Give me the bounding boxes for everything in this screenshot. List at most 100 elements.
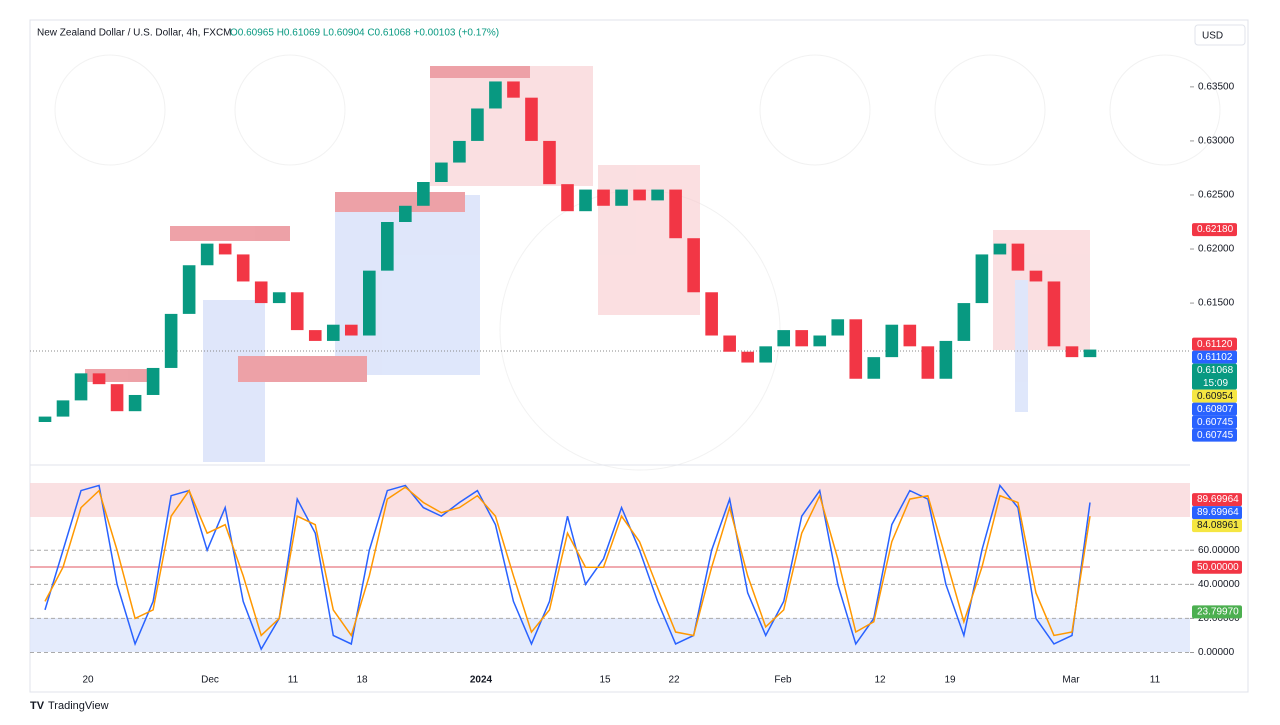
candle (218, 243, 232, 255)
candle (651, 189, 664, 201)
candle (759, 346, 772, 363)
y-tick-label: 0.62000 (1198, 244, 1235, 255)
y-tick-label: 0.63000 (1198, 136, 1235, 147)
candle (867, 357, 881, 379)
candle (236, 254, 250, 282)
x-tick-label: 15 (599, 675, 611, 686)
ohlc: O0.60965 H0.61069 L0.60904 C0.61068 +0.0… (230, 28, 499, 39)
value-badge (1192, 605, 1242, 619)
candle (777, 330, 791, 347)
price-badge (1192, 402, 1237, 416)
candle (561, 184, 574, 212)
candle (705, 292, 718, 336)
candle (849, 319, 863, 379)
value-badge-label: 84.08961 (1197, 520, 1239, 531)
oscillator-line (44, 486, 1091, 638)
price-badge (1192, 363, 1237, 390)
candle (921, 346, 935, 379)
value-badge-label: 89.69964 (1197, 507, 1239, 518)
candle (831, 319, 845, 336)
value-badge (1192, 519, 1242, 533)
price-badge-label: 0.60745 (1197, 430, 1234, 441)
candle (344, 324, 358, 336)
x-tick-label: 11 (1150, 675, 1161, 686)
value-badge (1192, 506, 1242, 520)
price-badge (1192, 428, 1237, 442)
candle (597, 189, 610, 206)
candle (164, 313, 178, 368)
candle (813, 335, 827, 347)
candle (903, 324, 917, 347)
candle (110, 384, 124, 412)
y-tick-label: 0.63500 (1198, 82, 1235, 93)
price-badge (1192, 337, 1237, 351)
currency[interactable]: USD (1202, 31, 1223, 42)
candle (741, 351, 754, 363)
candle (182, 265, 196, 314)
candle (435, 162, 448, 182)
price-badge-time: 15:09 (1203, 378, 1228, 389)
candle (687, 238, 700, 293)
y-tick-label: 40.00000 (1198, 579, 1240, 590)
candle (272, 292, 286, 304)
value-badge-label: 23.79970 (1197, 607, 1239, 618)
candle (290, 292, 304, 331)
candle (1029, 270, 1043, 282)
candle (723, 335, 736, 352)
candle (381, 222, 394, 271)
currency-button[interactable] (1194, 24, 1246, 46)
candle (489, 81, 502, 109)
price-badge (1192, 223, 1237, 237)
candle (453, 140, 466, 163)
price-badge-label: 0.60954 (1197, 391, 1234, 402)
x-tick-label: 19 (944, 675, 956, 686)
candle (669, 189, 682, 239)
candle (957, 303, 971, 341)
candle (326, 324, 340, 341)
x-tick-label: Feb (774, 675, 792, 686)
candle (543, 140, 556, 185)
value-badge (1192, 493, 1242, 507)
overbought-band (30, 483, 1190, 517)
x-tick-label: Dec (201, 675, 219, 686)
y-tick-label: 60.00000 (1198, 545, 1240, 556)
candle (200, 243, 214, 266)
oscillator-line (44, 483, 1091, 651)
candle (579, 189, 592, 212)
symbol: New Zealand Dollar / U.S. Dollar, 4h, FX… (37, 28, 232, 39)
candle (975, 254, 989, 304)
price-badge-label: 0.61120 (1197, 339, 1233, 350)
value-badge-label: 50.00000 (1197, 562, 1239, 573)
candle (615, 189, 628, 206)
price-badge-label: 0.60745 (1197, 417, 1234, 428)
candle (525, 97, 538, 141)
x-tick-label: Mar (1062, 675, 1080, 686)
candle (74, 373, 88, 401)
candle (254, 281, 268, 304)
price-badge-label: 0.61068 (1197, 365, 1234, 376)
value-badge (1192, 560, 1242, 574)
candle (38, 416, 52, 422)
candle (993, 243, 1007, 255)
candle (308, 330, 322, 341)
brand: TradingView (48, 700, 109, 712)
x-tick-label: 18 (356, 675, 368, 686)
candle (633, 189, 646, 201)
value-badge-label: 89.69964 (1197, 494, 1239, 505)
candle (146, 367, 160, 395)
y-tick-label: 20.00000 (1198, 613, 1240, 624)
candle (128, 394, 142, 412)
x-tick-label: 20 (82, 675, 94, 686)
candle (363, 270, 376, 336)
candle (1047, 281, 1061, 347)
price-badge (1192, 415, 1237, 429)
x-tick-label: 12 (874, 675, 886, 686)
price-badge (1192, 350, 1237, 364)
brand-logo: TV (30, 700, 45, 712)
price-badge-label: 0.61102 (1197, 352, 1233, 363)
candle (417, 182, 430, 206)
price-badge-label: 0.62180 (1197, 224, 1234, 235)
candle (1065, 346, 1079, 358)
x-tick-label: 2024 (470, 675, 493, 686)
